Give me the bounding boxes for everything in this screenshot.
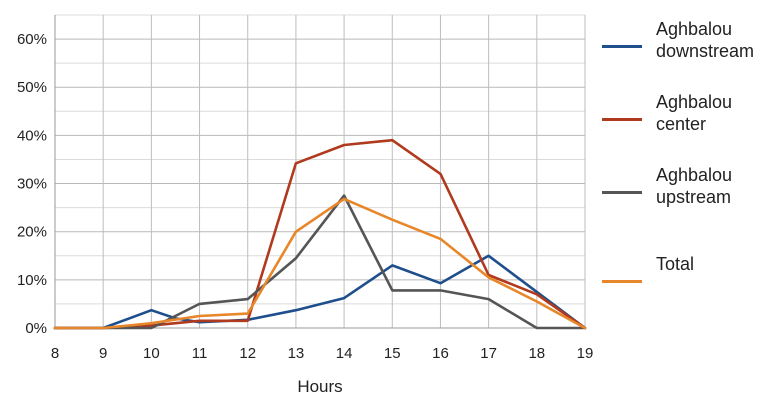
x-tick-label: 12 [239, 345, 256, 362]
y-tick-label: 40% [17, 127, 47, 144]
legend-swatch [602, 280, 642, 283]
x-tick-label: 10 [143, 345, 160, 362]
series-lines [53, 138, 587, 330]
x-tick-label: 17 [480, 345, 497, 362]
legend-label: Total [656, 254, 695, 274]
x-tick-label: 15 [384, 345, 401, 362]
legend-item: Aghbalou center [602, 91, 732, 135]
legend-swatch [602, 191, 642, 194]
x-tick-label: 14 [336, 345, 353, 362]
x-tick-label: 19 [577, 345, 594, 362]
x-tick-label: 18 [528, 345, 545, 362]
series-line-3 [53, 194, 587, 330]
x-tick-label: 13 [288, 345, 305, 362]
legend-label: Aghbalou downstream [656, 19, 755, 61]
x-tick-label: 9 [99, 345, 107, 362]
x-tick-label: 11 [192, 345, 208, 362]
y-axis-ticks: 0% 10% 20% 30% 40% 50% 60% [17, 31, 47, 337]
line-chart: 0% 10% 20% 30% 40% 50% 60% 8 9 10 11 12 13 14 15 16 17 1… [17, 14, 594, 395]
x-tick-label: 16 [432, 345, 449, 362]
y-tick-label: 0% [25, 320, 47, 337]
series-line-2 [53, 138, 587, 330]
series-line-4 [53, 197, 587, 330]
y-tick-label: 20% [17, 224, 47, 241]
series-line-1 [53, 254, 587, 330]
x-tick-label: 8 [51, 345, 59, 362]
y-tick-label: 30% [17, 176, 47, 193]
y-tick-label: 10% [17, 272, 47, 289]
x-axis-title: Hours [297, 377, 342, 395]
legend-swatch [602, 45, 642, 48]
legend-label: Aghbalou center [656, 92, 733, 134]
legend-label: Aghbalou upstream [656, 165, 733, 207]
legend-swatch [602, 118, 642, 121]
y-tick-label: 60% [17, 31, 47, 48]
legend-item: Total [602, 253, 694, 283]
x-axis-ticks: 8 9 10 11 12 13 14 15 16 17 18 19 [51, 345, 594, 362]
legend-item: Aghbalou upstream [602, 164, 732, 208]
legend-item: Aghbalou downstream [602, 18, 754, 62]
y-tick-label: 50% [17, 79, 47, 96]
